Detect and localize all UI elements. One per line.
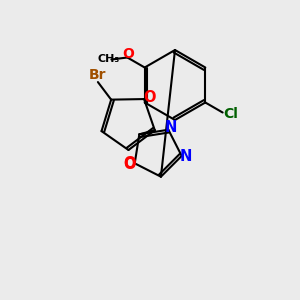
Text: N: N (179, 149, 192, 164)
Text: O: O (143, 90, 155, 105)
Text: Cl: Cl (223, 107, 238, 122)
Text: CH₃: CH₃ (97, 55, 119, 64)
Text: O: O (124, 156, 136, 171)
Text: O: O (122, 47, 134, 61)
Text: Br: Br (89, 68, 107, 82)
Text: N: N (164, 120, 176, 135)
Text: O: O (124, 157, 136, 172)
